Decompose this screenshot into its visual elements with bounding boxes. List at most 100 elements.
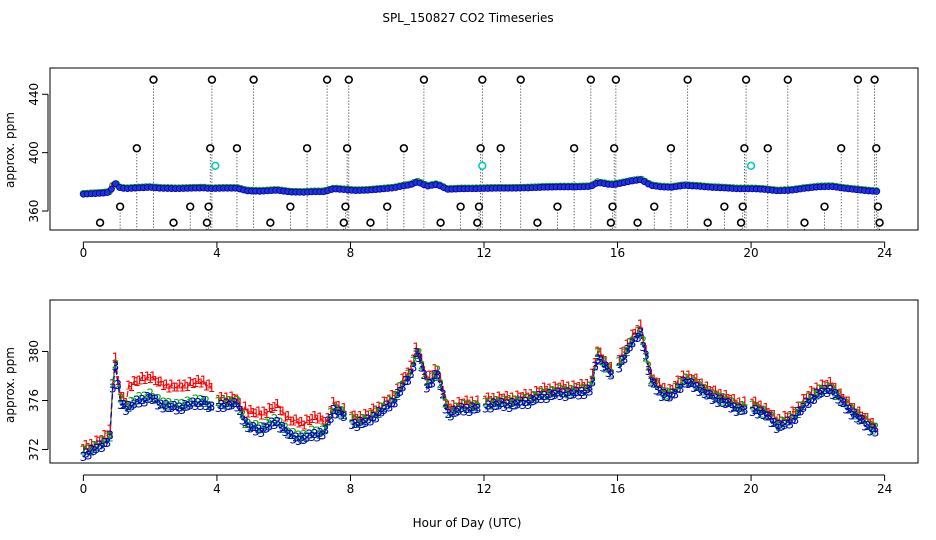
series-3-line (351, 351, 478, 428)
series-2-marker: 2 (122, 398, 130, 412)
series-2-marker: 2 (268, 416, 276, 430)
series-3-marker: 3 (170, 399, 178, 413)
series-3-marker: 3 (792, 413, 800, 427)
series-3-marker: 3 (583, 383, 591, 397)
calibration-point (837, 144, 846, 153)
series-3-marker: 3 (284, 428, 292, 442)
series-1-marker: 1 (498, 392, 506, 406)
series-3-marker: 3 (589, 375, 597, 389)
series-3-marker: 3 (274, 415, 282, 429)
series-3-marker: 3 (192, 399, 200, 413)
series-3-marker: 3 (482, 402, 490, 416)
series-2-marker: 2 (351, 417, 359, 431)
series-3-marker: 3 (757, 404, 765, 418)
series-2-marker: 2 (444, 407, 452, 421)
series-3-marker: 3 (866, 424, 874, 438)
series-2-marker: 2 (511, 393, 519, 407)
series-2-marker: 2 (165, 396, 173, 410)
x-tick-label: 20 (743, 482, 758, 496)
series-1-marker: 1 (136, 374, 144, 388)
series-2-marker: 2 (698, 384, 706, 398)
series-2-marker: 2 (412, 348, 420, 362)
series-2-marker: 2 (733, 399, 741, 413)
series-1-marker: 1 (247, 403, 255, 417)
series-2-marker: 2 (348, 412, 356, 426)
series-2-marker: 2 (728, 395, 736, 409)
series-2-marker: 2 (364, 412, 372, 426)
y-tick-label: 440 (27, 83, 41, 106)
series-3-marker: 3 (144, 390, 152, 404)
series-2-marker: 2 (538, 386, 546, 400)
series-3-marker: 3 (671, 387, 679, 401)
series-2-marker: 2 (370, 410, 378, 424)
series-1-marker: 1 (436, 370, 444, 384)
series-1-marker: 1 (458, 397, 466, 411)
x-tick-label: 16 (610, 246, 625, 260)
series-3-marker: 3 (418, 360, 426, 374)
series-1-marker: 1 (378, 401, 386, 415)
series-2-marker: 2 (194, 396, 202, 410)
series-3-marker: 3 (231, 396, 239, 410)
calibration-point (586, 75, 596, 84)
series-1-marker: 1 (733, 397, 741, 411)
series-3-marker: 3 (85, 448, 93, 462)
series-1-marker: 1 (120, 390, 128, 404)
series-2-marker: 2 (786, 411, 794, 425)
series-2-marker: 2 (324, 415, 332, 429)
series-1-marker: 1 (770, 408, 778, 422)
series-2-marker: 2 (551, 386, 559, 400)
series-1-marker: 1 (80, 442, 88, 456)
series-2-marker: 2 (290, 426, 298, 440)
series-1-marker: 1 (639, 332, 647, 346)
series-3-marker: 3 (162, 398, 170, 412)
series-2-marker: 2 (197, 393, 205, 407)
series-2-marker: 2 (106, 430, 114, 444)
series-3-marker: 3 (452, 405, 460, 419)
series-2-marker: 2 (778, 414, 786, 428)
series-3-marker: 3 (810, 393, 818, 407)
series-3-marker: 3 (872, 426, 880, 440)
cyan-check-point (211, 161, 220, 170)
series-2-marker: 2 (586, 380, 594, 394)
series-3-marker: 3 (351, 417, 359, 431)
series-3-marker: 3 (501, 400, 509, 414)
series-1-marker: 1 (519, 390, 527, 404)
series-3-marker: 3 (327, 412, 335, 426)
series-2-marker: 2 (690, 375, 698, 389)
series-1-marker: 1 (268, 402, 276, 416)
series-3-marker: 3 (677, 382, 685, 396)
series-2-marker: 2 (525, 392, 533, 406)
series-2-marker: 2 (455, 402, 463, 416)
y-tick-label: 376 (27, 389, 41, 412)
series-3-marker: 3 (626, 341, 634, 355)
series-3-marker: 3 (690, 381, 698, 395)
series-2-marker: 2 (402, 374, 410, 388)
series-2-marker: 2 (176, 400, 184, 414)
series-1-marker: 1 (101, 428, 109, 442)
series-2-marker: 2 (757, 406, 765, 420)
series-2-marker: 2 (93, 440, 101, 454)
series-3-marker: 3 (298, 430, 306, 444)
calibration-point (249, 75, 258, 84)
series-2-marker: 2 (189, 395, 197, 409)
series-3-marker: 3 (431, 368, 439, 382)
series-1-marker: 1 (274, 397, 282, 411)
calibration-point (232, 144, 242, 153)
series-1-marker: 1 (114, 374, 122, 388)
series-1-marker: 1 (431, 362, 439, 376)
calibration-point (286, 202, 295, 211)
series-3-marker: 3 (605, 366, 613, 380)
series-1-marker: 1 (455, 395, 463, 409)
series-3-marker: 3 (717, 393, 725, 407)
series-3-marker: 3 (661, 387, 669, 401)
series-1-marker: 1 (570, 379, 578, 393)
series-3-marker: 3 (647, 376, 655, 390)
series-2-marker: 2 (133, 393, 141, 407)
series-2-marker: 2 (109, 377, 117, 391)
series-2-marker: 2 (642, 351, 650, 365)
series-1-marker: 1 (192, 376, 200, 390)
series-1-marker: 1 (786, 409, 794, 423)
series-2-marker: 2 (720, 391, 728, 405)
series-1-marker: 1 (295, 417, 303, 431)
